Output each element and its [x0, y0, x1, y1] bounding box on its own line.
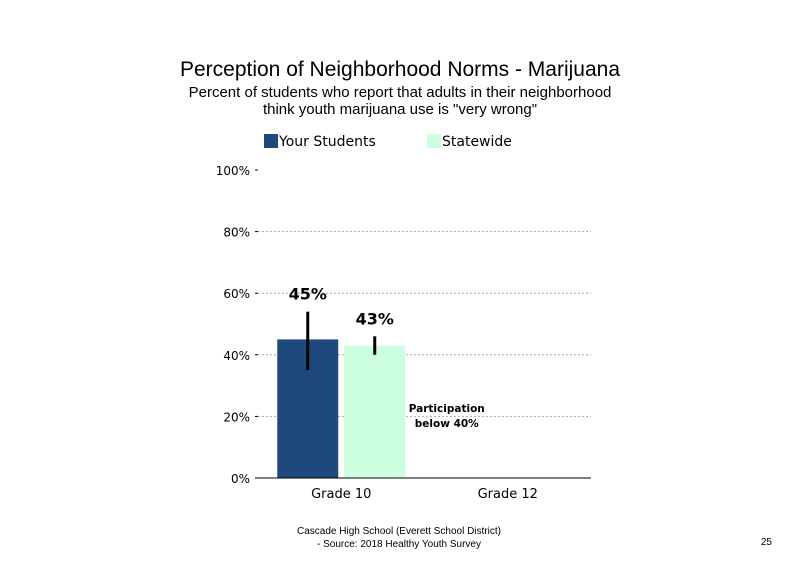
- chart-title: Perception of Neighborhood Norms - Marij…: [179, 58, 621, 81]
- data-label-statewide-grade-10: 43%: [356, 309, 394, 328]
- annotation-line-1: Participation: [409, 403, 485, 415]
- legend-label-statewide: Statewide: [442, 134, 512, 150]
- data-label-your-students-grade-10: 45%: [289, 285, 327, 304]
- footer-source-line: - Source: 2018 Healthy Youth Survey: [317, 539, 481, 550]
- chart-subtitle: Percent of students who report that adul…: [0, 84, 800, 118]
- legend-item-your-students: Your Students: [264, 133, 376, 151]
- annotation-line-2: below 40%: [415, 418, 479, 430]
- chart-subtitle-line-2: think youth marijuana use is "very wrong…: [262, 101, 538, 118]
- chart-subtitle-line-1: Percent of students who report that adul…: [188, 84, 612, 101]
- bar-statewide-grade-10: [344, 345, 406, 478]
- y-tick-label-40: 40%: [223, 349, 250, 363]
- y-tick-label-60: 60%: [223, 287, 250, 301]
- x-tick-label-grade-10: Grade 10: [311, 487, 371, 502]
- x-tick-label-grade-12: Grade 12: [478, 487, 538, 502]
- legend-swatch-statewide: [427, 134, 441, 148]
- page-number: 25: [760, 537, 772, 548]
- legend-label-your-students: Your Students: [279, 134, 376, 150]
- footer-school-line: Cascade High School (Everett School Dist…: [297, 526, 501, 537]
- y-tick-label-0: 0%: [231, 472, 250, 486]
- legend-item-statewide: Statewide: [427, 133, 512, 151]
- y-tick-label-20: 20%: [223, 410, 250, 424]
- chart-footer: Cascade High School (Everett School Dist…: [199, 525, 599, 551]
- y-tick-label-100: 100%: [216, 164, 250, 178]
- legend-swatch-your-students: [264, 134, 278, 148]
- y-tick-label-80: 80%: [223, 226, 250, 240]
